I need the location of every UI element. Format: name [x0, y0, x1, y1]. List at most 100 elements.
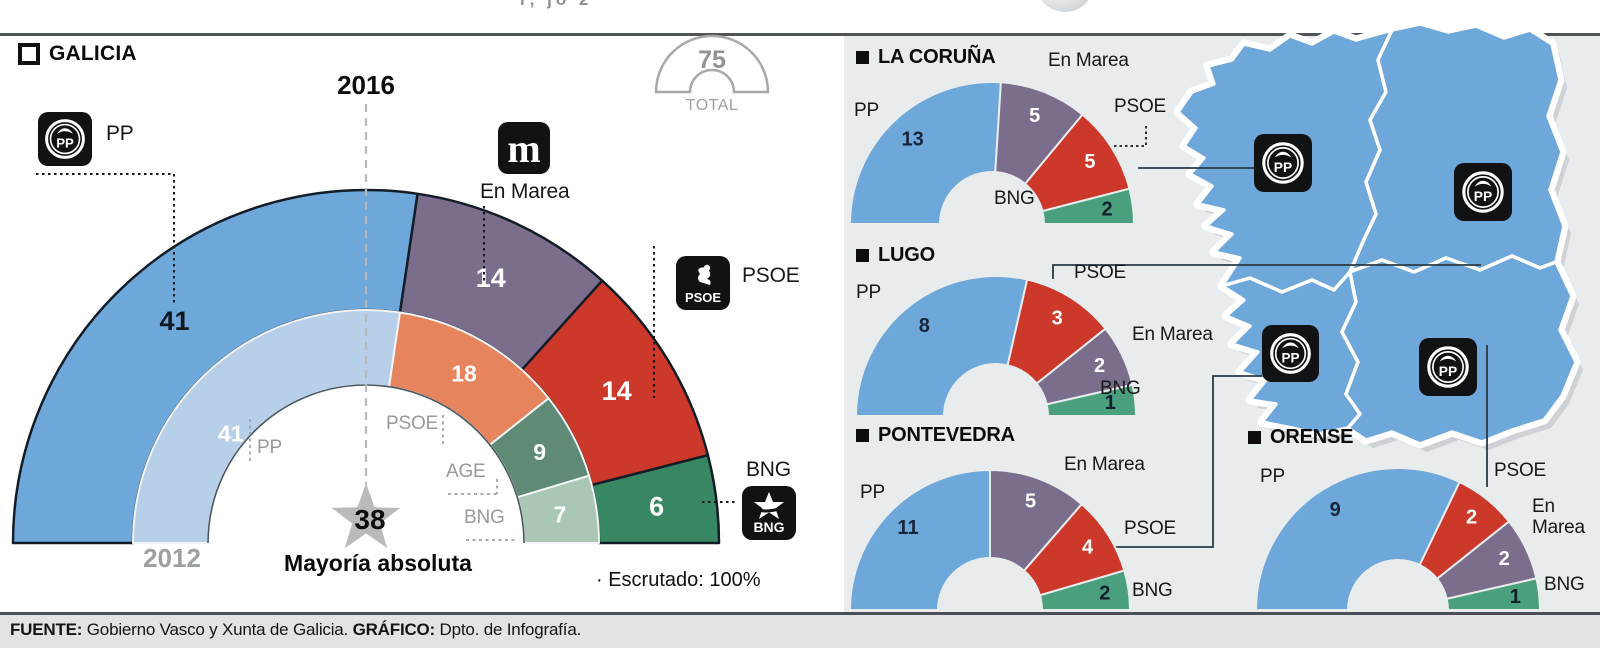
leader-lines — [36, 104, 1147, 541]
value-galicia-2016-bng: 6 — [649, 491, 664, 521]
value-la-coruna-en-marea: 5 — [1029, 105, 1040, 127]
wedge-pontevedra-bng — [1038, 569, 1131, 611]
legend-pp-label: PP — [106, 122, 134, 145]
wedge-la-coruna-bng — [1041, 187, 1135, 225]
legend-psoe-label: PSOE — [742, 264, 800, 287]
heading-pontevedra: PONTEVEDRA — [856, 424, 1015, 447]
map-pp-logo-a-coruna — [1254, 134, 1312, 192]
wedge-orense-bng — [1445, 577, 1541, 611]
value-la-coruna-pp: 13 — [901, 128, 923, 150]
leader-pp — [36, 173, 175, 305]
value-la-coruna-bng: 2 — [1102, 199, 1113, 221]
footer-source-label: FUENTE: — [10, 620, 83, 639]
value-pontevedra-bng: 2 — [1099, 583, 1110, 605]
footer-rule — [0, 612, 1600, 615]
region-title-text: GALICIA — [49, 42, 137, 65]
value-lugo-bng: 1 — [1105, 392, 1116, 414]
value-orense-pp: 9 — [1330, 499, 1341, 521]
coruna-label-psoe: PSOE — [1114, 96, 1166, 117]
escrutado-note: · Escrutado: 100% — [596, 569, 761, 591]
map-pp-logo-lugo — [1454, 163, 1512, 221]
value-pontevedra-en-marea: 5 — [1025, 490, 1036, 512]
pontevedra-label-en-marea: En Marea — [1064, 454, 1145, 475]
value-lugo-en-marea: 2 — [1094, 355, 1105, 377]
cutoff-text-fragment: r, jo 2 — [520, 0, 660, 9]
footer-credit: FUENTE: Gobierno Vasco y Xunta de Galici… — [10, 620, 582, 639]
orense-label-bng: BNG — [1544, 574, 1585, 595]
coruna-label-en-marea: En Marea — [1048, 50, 1129, 71]
value-pontevedra-pp: 11 — [897, 517, 918, 539]
chart-lugo: 8 3 21 — [855, 275, 1138, 417]
svg-text:BNG: BNG — [753, 519, 784, 535]
coruna-label-pp: PP — [854, 100, 879, 121]
year-2012-label: 2012 — [143, 543, 201, 573]
value-lugo-psoe: 3 — [1052, 308, 1063, 330]
psoe-logo: PSOE — [676, 256, 730, 310]
total-badge-shape — [654, 34, 770, 94]
map-province-lugo — [1348, 22, 1566, 274]
lugo-label-psoe: PSOE — [1074, 262, 1126, 283]
pp-logo — [38, 112, 92, 166]
inner-label-bng: BNG — [464, 507, 505, 528]
square-bullet-icon — [856, 249, 869, 262]
inner-label-psoe: PSOE — [386, 413, 438, 434]
square-bullet-icon — [1248, 431, 1261, 444]
majority-value: 38 — [354, 504, 386, 535]
map-pp-logo-orense — [1419, 338, 1477, 396]
value-orense-bng: 1 — [1510, 586, 1521, 608]
value-galicia-2016-en-marea: 14 — [476, 263, 506, 293]
wedge-lugo-pp — [855, 275, 1029, 417]
heading-orense: ORENSE — [1248, 426, 1353, 449]
pontevedra-label-bng: BNG — [1132, 580, 1173, 601]
orense-label-psoe: PSOE — [1494, 460, 1546, 481]
bng-logo: BNG — [742, 486, 796, 540]
total-badge-value: 75 — [698, 46, 726, 74]
inner-label-pp: PP — [257, 437, 282, 458]
majority-label: Mayoría absoluta — [284, 550, 472, 576]
value-galicia-2016-pp: 41 — [159, 306, 189, 336]
chart-galicia-2012: 41 18 9 7 — [132, 309, 601, 544]
psoe-fist-rose-icon — [698, 267, 711, 285]
value-pontevedra-psoe: 4 — [1082, 536, 1094, 558]
heading-la-coruna: LA CORUÑA — [856, 46, 996, 69]
value-galicia-2012-pp: 41 — [218, 421, 244, 447]
year-2016-label: 2016 — [337, 70, 395, 100]
footer-graphic-label: GRÁFICO: — [352, 620, 436, 639]
total-badge-label: TOTAL — [685, 97, 739, 114]
coruna-label-bng: BNG — [994, 188, 1035, 209]
value-lugo-pp: 8 — [919, 315, 930, 337]
top-rule — [0, 33, 1600, 36]
majority-star-icon — [331, 483, 401, 549]
leader-inner-age — [448, 479, 498, 495]
value-orense-psoe: 2 — [1466, 507, 1477, 529]
pontevedra-label-psoe: PSOE — [1124, 518, 1176, 539]
wedge-pontevedra-pp — [849, 469, 991, 611]
value-la-coruna-psoe: 5 — [1084, 151, 1095, 173]
bng-star-icon — [754, 492, 784, 519]
wedge-la-coruna-pp — [849, 81, 1002, 225]
wedge-orense-pp — [1255, 467, 1461, 611]
lugo-label-en-marea: En Marea — [1132, 324, 1213, 345]
connector-lugo — [1052, 264, 1481, 279]
svg-text:m: m — [507, 126, 540, 171]
svg-text:PSOE: PSOE — [685, 290, 721, 305]
value-galicia-2012-bng: 7 — [554, 501, 567, 527]
wedge-lugo-bng — [1045, 383, 1138, 417]
map-pp-logo-pontevedra — [1262, 325, 1319, 382]
lugo-label-pp: PP — [856, 282, 881, 303]
orense-label-en-marea: En Marea — [1532, 496, 1585, 538]
en-marea-logo: m — [498, 122, 550, 174]
map-connectors — [1052, 167, 1488, 548]
value-galicia-2016-psoe: 14 — [602, 376, 632, 406]
legend-en-marea-label: En Marea — [480, 180, 570, 203]
footer-bar: FUENTE: Gobierno Vasco y Xunta de Galici… — [0, 615, 1600, 648]
square-bullet-icon — [856, 51, 869, 64]
square-bullet-icon — [856, 429, 869, 442]
value-galicia-2012-psoe: 18 — [451, 360, 477, 386]
pontevedra-label-pp: PP — [860, 482, 885, 503]
leader-coruna-psoe — [1114, 126, 1147, 147]
heading-lugo: LUGO — [856, 244, 935, 267]
inner-label-age: AGE — [446, 461, 486, 482]
